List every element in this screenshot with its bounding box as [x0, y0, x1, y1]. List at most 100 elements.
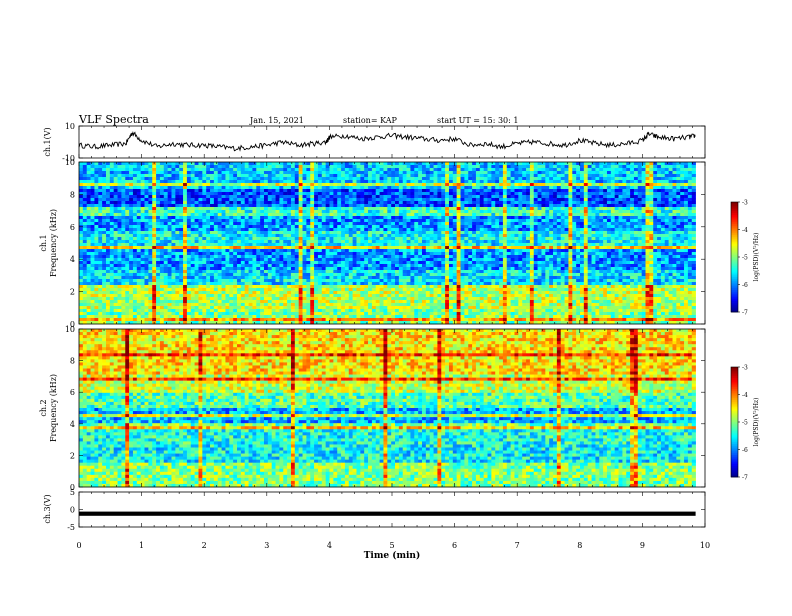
spectrogram-cell: [684, 207, 689, 211]
spectrogram-cell: [310, 192, 315, 196]
spectrogram-cell: [587, 165, 592, 169]
spectrogram-cell: [98, 252, 103, 256]
spectrogram-cell: [210, 222, 215, 226]
spectrogram-cell: [529, 240, 535, 244]
spectrogram-cell: [310, 162, 315, 166]
spectrogram-cell: [298, 186, 303, 190]
spectrogram-cell: [418, 198, 423, 202]
spectrogram-cell: [233, 162, 238, 166]
spectrogram-cell: [475, 195, 481, 199]
spectrogram-cell: [687, 246, 693, 250]
spectrogram-cell: [294, 207, 299, 211]
spectrogram-cell: [229, 171, 234, 175]
spectrogram-cell: [475, 201, 481, 205]
spectrogram-cell: [687, 228, 693, 232]
spectrogram-cell: [687, 225, 693, 229]
spectrogram-cell: [502, 249, 508, 253]
spectrogram-cell: [310, 165, 315, 169]
spectrogram-cell: [460, 180, 465, 184]
spectrogram-cell: [649, 210, 654, 214]
spectrogram-cell: [159, 165, 165, 169]
spectrogram-cell: [591, 231, 596, 235]
spectrogram-cell: [364, 186, 369, 190]
spectrogram-cell: [279, 249, 284, 253]
spectrogram-cell: [418, 252, 423, 256]
spectrogram-cell: [287, 180, 292, 184]
spectrogram-cell: [518, 183, 523, 187]
spectrogram-cell: [633, 204, 639, 208]
spectrogram-cell: [672, 165, 677, 169]
spectrogram-cell: [290, 198, 296, 202]
spectrogram-cell: [464, 198, 469, 202]
spectrogram-cell: [113, 174, 118, 178]
spectrogram-cell: [483, 165, 488, 169]
spectrogram-cell: [680, 168, 685, 172]
spectrogram-cell: [202, 171, 207, 175]
spectrogram-cell: [310, 225, 315, 229]
spectrogram-cell: [105, 198, 111, 202]
spectrogram-cell: [306, 195, 311, 199]
spectrogram-cell: [125, 246, 130, 250]
spectrogram-cell: [684, 198, 689, 202]
spectrogram-cell: [522, 201, 527, 205]
spectrogram-cell: [140, 246, 145, 250]
spectrogram-cell: [398, 225, 404, 229]
spectrogram-cell: [306, 174, 311, 178]
spectrogram-cell: [633, 183, 639, 187]
spectrogram-cell: [410, 228, 415, 232]
spectrogram-cell: [510, 168, 515, 172]
spectrogram-cell: [275, 240, 280, 244]
spectrogram-cell: [94, 195, 99, 199]
spectrogram-cell: [167, 177, 172, 181]
spectrogram-cell: [549, 192, 554, 196]
spectrogram-cell: [460, 207, 465, 211]
spectrogram-cell: [448, 210, 454, 214]
spectrogram-cell: [475, 180, 481, 184]
spectrogram-cell: [256, 234, 261, 238]
spectrogram-cell: [637, 198, 642, 202]
spectrogram-cell: [171, 171, 176, 175]
spectrogram-cell: [136, 243, 141, 247]
spectrogram-cell: [256, 228, 261, 232]
spectrogram-cell: [217, 168, 222, 172]
spectrogram-cell: [406, 207, 411, 211]
spectrogram-cell: [140, 180, 145, 184]
spectrogram-cell: [452, 189, 457, 193]
spectrogram-cell: [159, 234, 165, 238]
spectrogram-cell: [217, 165, 222, 169]
spectrogram-cell: [352, 252, 357, 256]
spectrogram-cell: [263, 249, 269, 253]
spectrogram-cell: [344, 231, 350, 235]
spectrogram-cell: [637, 225, 642, 229]
spectrogram-cell: [510, 252, 515, 256]
spectrogram-cell: [606, 162, 612, 166]
spectrogram-cell: [210, 195, 215, 199]
spectrogram-cell: [556, 168, 562, 172]
spectrogram-cell: [194, 195, 199, 199]
spectrogram-cell: [368, 162, 373, 166]
spectrogram-cell: [186, 192, 192, 196]
spectrogram-cell: [641, 228, 646, 232]
spectrogram-cell: [610, 174, 615, 178]
spectrogram-cell: [225, 225, 230, 229]
spectrogram-cell: [560, 213, 565, 217]
spectrogram-cell: [564, 192, 569, 196]
spectrogram-cell: [263, 171, 269, 175]
spectrogram-cell: [410, 207, 415, 211]
spectrogram-cell: [368, 192, 373, 196]
spectrogram-cell: [217, 243, 222, 247]
spectrogram-cell: [283, 207, 288, 211]
spectrogram-cell: [360, 219, 365, 223]
spectrogram-cell: [267, 213, 272, 217]
spectrogram-cell: [653, 231, 658, 235]
spectrogram-cell: [672, 228, 677, 232]
spectrogram-cell: [576, 195, 581, 199]
spectrogram-cell: [352, 219, 357, 223]
spectrogram-cell: [364, 219, 369, 223]
spectrogram-cell: [545, 249, 550, 253]
spectrogram-cell: [156, 231, 161, 235]
spectrogram-cell: [310, 234, 315, 238]
spectrogram-cell: [564, 186, 569, 190]
spectrogram-cell: [352, 213, 357, 217]
spectrogram-cell: [98, 243, 103, 247]
